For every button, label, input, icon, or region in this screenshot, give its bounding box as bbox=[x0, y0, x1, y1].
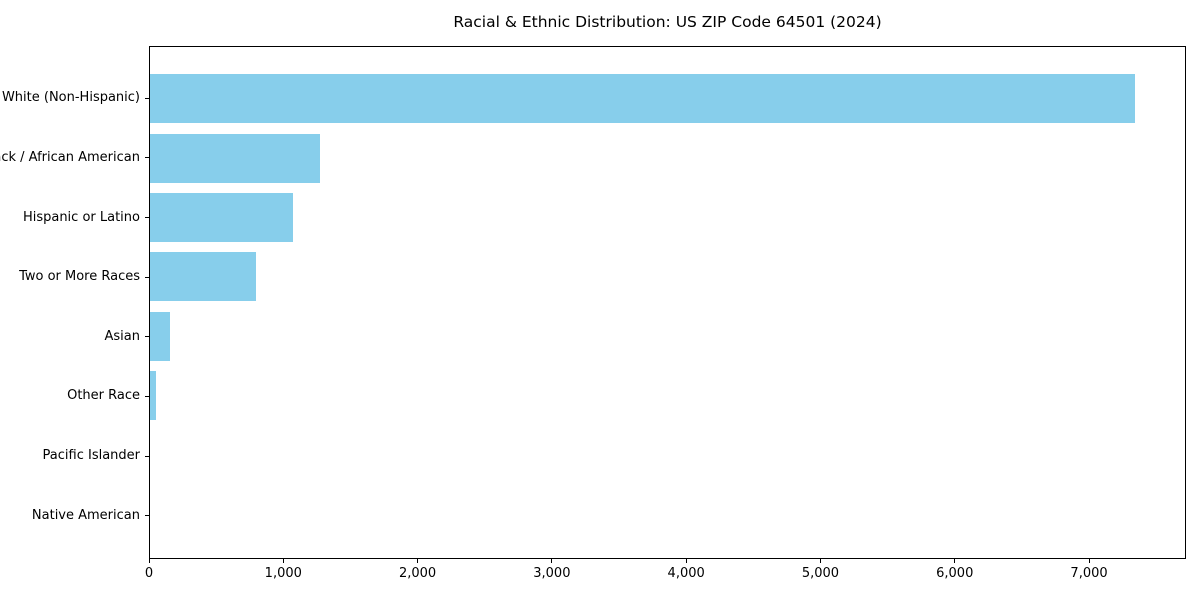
bar-two-or-more-races bbox=[150, 252, 256, 302]
x-tick-label-7-000: 7,000 bbox=[1070, 566, 1108, 581]
y-tick-mark bbox=[145, 455, 149, 457]
y-tick-label-native-american: Native American bbox=[31, 507, 140, 523]
y-tick-label-black-african-american: Black / African American bbox=[0, 149, 140, 165]
y-category-row: White (Non-Hispanic) bbox=[0, 68, 149, 128]
y-category-row: Other Race bbox=[0, 366, 149, 426]
y-tick-label-asian: Asian bbox=[104, 328, 140, 344]
bar-black-african-american bbox=[150, 133, 321, 183]
x-tick-mark bbox=[551, 559, 553, 563]
y-tick-mark bbox=[145, 97, 149, 99]
x-tick-label-5-000: 5,000 bbox=[801, 566, 840, 581]
y-category-row: Pacific Islander bbox=[0, 426, 149, 486]
x-tick-mark bbox=[148, 559, 150, 563]
y-tick-mark bbox=[145, 336, 149, 338]
x-tick-label-1-000: 1,000 bbox=[264, 566, 302, 581]
x-tick-mark bbox=[954, 559, 956, 563]
bar-row bbox=[150, 188, 1185, 247]
y-category-row: Native American bbox=[0, 485, 149, 545]
x-tick-label-0: 0 bbox=[144, 566, 154, 581]
x-tick-mark bbox=[685, 559, 687, 563]
bars-container bbox=[150, 47, 1185, 558]
y-tick-mark bbox=[145, 515, 149, 517]
plot-area bbox=[149, 46, 1186, 559]
chart-title: Racial & Ethnic Distribution: US ZIP Cod… bbox=[453, 13, 882, 31]
bar-other-race bbox=[150, 371, 157, 421]
y-category-row: Asian bbox=[0, 307, 149, 367]
x-axis: 0 1,000 2,000 3,000 4,000 5,000 6,000 7,000 bbox=[145, 559, 1186, 589]
bar-row bbox=[150, 247, 1185, 306]
x-tick-mark bbox=[1088, 559, 1090, 563]
y-category-row: Hispanic or Latino bbox=[0, 187, 149, 247]
bar-row bbox=[150, 69, 1185, 128]
y-axis-labels: White (Non-Hispanic) Black / African Amer… bbox=[0, 46, 149, 559]
y-tick-label-hispanic-or-latino: Hispanic or Latino bbox=[22, 209, 140, 225]
x-tick-label-3-000: 3,000 bbox=[533, 566, 571, 581]
bar-asian bbox=[150, 311, 171, 361]
y-tick-mark bbox=[145, 276, 149, 278]
bar-row bbox=[150, 307, 1185, 366]
x-tick-label-6-000: 6,000 bbox=[936, 566, 974, 581]
x-tick-label-2-000: 2,000 bbox=[398, 566, 437, 581]
bar-row bbox=[150, 425, 1185, 484]
bar-row bbox=[150, 485, 1185, 544]
x-tick-mark bbox=[819, 559, 821, 563]
x-tick-label-4-000: 4,000 bbox=[667, 566, 705, 581]
y-tick-label-pacific-islander: Pacific Islander bbox=[42, 448, 140, 464]
bar-white-non-hispanic bbox=[150, 74, 1136, 124]
x-tick-mark bbox=[282, 559, 284, 563]
y-tick-label-other-race: Other Race bbox=[67, 388, 140, 404]
x-tick-mark bbox=[417, 559, 419, 563]
bar-hispanic-or-latino bbox=[150, 192, 293, 242]
y-tick-label-white-non-hispanic: White (Non-Hispanic) bbox=[1, 90, 140, 106]
bar-row bbox=[150, 366, 1185, 425]
y-category-row: Two or More Races bbox=[0, 247, 149, 307]
y-category-row: Black / African American bbox=[0, 128, 149, 188]
y-tick-label-two-or-more-races: Two or More Races bbox=[19, 269, 140, 285]
y-tick-mark bbox=[145, 395, 149, 397]
bar-row bbox=[150, 128, 1185, 187]
y-tick-mark bbox=[145, 157, 149, 159]
y-tick-mark bbox=[145, 217, 149, 219]
